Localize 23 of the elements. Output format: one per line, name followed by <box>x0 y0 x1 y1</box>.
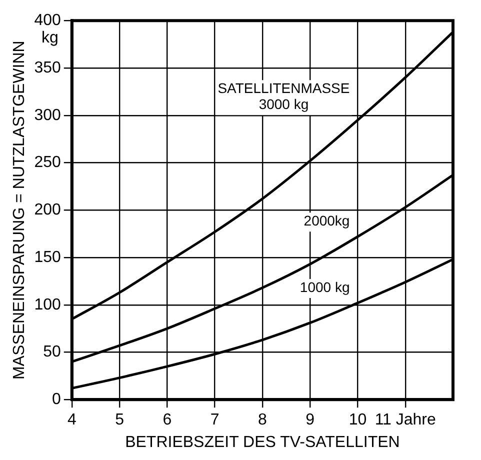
x-tick-label: 7 <box>210 412 220 429</box>
x-tick-label: 9 <box>306 412 315 429</box>
x-tick-label: 6 <box>162 412 172 429</box>
x-tick-label: 8 <box>258 412 267 429</box>
y-tick-label: 0 <box>52 391 61 408</box>
y-tick-label: 250 <box>34 154 61 172</box>
text: kg <box>41 30 58 47</box>
y-tick-label: 150 <box>34 248 61 266</box>
y-tick-label: 300 <box>34 106 61 124</box>
series-label: SATELLITENMASSE 3000 kg <box>218 80 350 112</box>
y-tick-label: 200 <box>34 202 61 219</box>
x-tick-label: 4 <box>67 412 76 429</box>
series-label: 1000 kg <box>300 278 350 295</box>
x-tick-label: 11 Jahre <box>374 412 436 429</box>
y-tick-label: 400 <box>34 12 61 30</box>
y-tick-label: 100 <box>34 296 61 314</box>
y-tick-label: 50 <box>43 344 61 361</box>
y-tick-label: 350 <box>34 59 61 76</box>
y-axis-title: MASSENEINSPARUNG = NUTZLASTGEWINN <box>11 40 28 380</box>
x-tick-label: 5 <box>115 412 124 429</box>
series-label: 2000kg <box>304 212 350 229</box>
x-tick-label: 10 <box>348 412 367 429</box>
x-axis-title: BETRIEBSZEIT DES TV-SATELLITEN <box>125 434 400 451</box>
